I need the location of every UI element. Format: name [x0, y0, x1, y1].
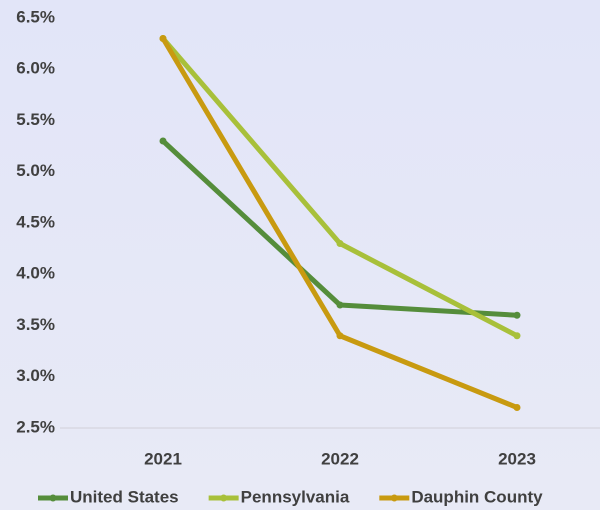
- y-tick-label: 3.5%: [16, 315, 55, 334]
- y-tick-label: 6.0%: [16, 59, 55, 78]
- y-tick-label: 3.0%: [16, 366, 55, 385]
- y-tick-label: 6.5%: [16, 7, 55, 26]
- x-tick-label: 2021: [144, 449, 182, 468]
- x-tick-label: 2022: [321, 449, 359, 468]
- y-tick-label: 5.5%: [16, 110, 55, 129]
- y-tick-label: 2.5%: [16, 417, 55, 436]
- series-point: [336, 332, 344, 340]
- series-point: [513, 311, 521, 319]
- series-point: [159, 35, 167, 42]
- legend-label: United States: [70, 487, 179, 506]
- x-tick-label: 2023: [498, 449, 536, 468]
- legend-label: Dauphin County: [411, 487, 543, 506]
- series-point: [159, 137, 167, 145]
- y-tick-label: 4.0%: [16, 264, 55, 283]
- y-tick-label: 4.5%: [16, 212, 55, 231]
- legend-marker: [220, 494, 228, 502]
- series-point: [336, 301, 344, 309]
- y-tick-label: 5.0%: [16, 161, 55, 180]
- series-point: [336, 240, 344, 247]
- legend-marker: [49, 494, 57, 502]
- legend-marker: [390, 494, 398, 502]
- series-point: [513, 332, 521, 340]
- series-point: [513, 404, 521, 411]
- legend-label: Pennsylvania: [241, 487, 350, 506]
